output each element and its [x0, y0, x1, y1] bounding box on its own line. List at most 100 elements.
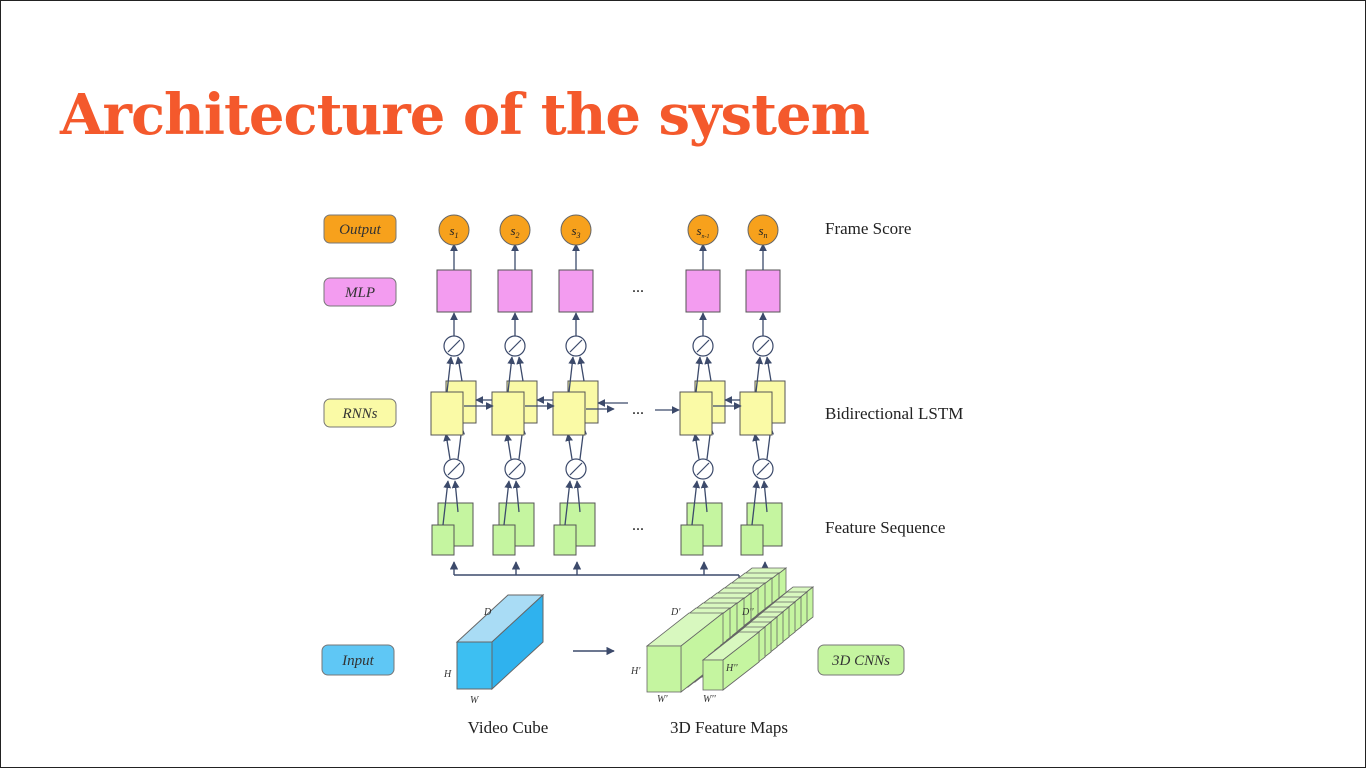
flow-arrow	[455, 356, 464, 382]
mlp-block	[685, 269, 721, 313]
output-score-node	[438, 214, 470, 246]
flow-arrow	[564, 480, 574, 526]
lstm-cell-front	[552, 391, 586, 436]
output-score-node	[560, 214, 592, 246]
feature-block-front	[740, 524, 764, 556]
flow-arrow	[507, 356, 516, 393]
frame-columns: s1 s2 s3 sn-1 sn	[430, 214, 786, 556]
slide-title: Architecture of the system	[60, 82, 870, 148]
feature-block-front	[431, 524, 455, 556]
output-score-node	[747, 214, 779, 246]
lstm-cell-front	[679, 391, 713, 436]
flow-arrow	[691, 480, 701, 526]
activation-slash	[447, 339, 461, 353]
flow-arrow	[695, 356, 704, 393]
ellipsis-mlp: ...	[632, 279, 644, 296]
lstm-cell-front	[739, 391, 773, 436]
legend-rnns: RNNs	[323, 398, 397, 428]
maps-h1-label: H'	[630, 666, 641, 677]
flow-arrow	[573, 480, 582, 513]
flow-arrow	[443, 433, 451, 460]
legend-mlp: MLP	[323, 277, 397, 307]
output-score-label: sn-1	[696, 223, 709, 240]
flow-arrow	[442, 480, 452, 526]
feature-bus	[449, 561, 770, 590]
feature-maps-caption: 3D Feature Maps	[670, 718, 788, 737]
feature-block-front	[553, 524, 577, 556]
activation-slash	[696, 339, 710, 353]
output-score-node	[687, 214, 719, 246]
legend-output-label: Output	[339, 222, 382, 238]
frame-column: sn-1	[679, 214, 726, 556]
output-score-label: s3	[571, 223, 580, 240]
frame-column: s2	[491, 214, 538, 556]
activation-slash	[569, 462, 583, 476]
feature-slice	[702, 659, 724, 691]
feature-block-front	[680, 524, 704, 556]
frame-score-label: Frame Score	[825, 219, 911, 238]
maps-w2-label: W''	[703, 694, 716, 705]
flow-arrow	[451, 480, 460, 513]
flow-arrow	[565, 433, 573, 460]
cube-w-label: W	[470, 695, 480, 706]
activation-slash	[508, 339, 522, 353]
lstm-cell-front	[430, 391, 464, 436]
maps-w1-label: W'	[657, 694, 668, 705]
flow-arrow	[503, 480, 513, 526]
mlp-block	[745, 269, 781, 313]
output-score-node	[499, 214, 531, 246]
flow-arrow	[755, 356, 764, 393]
maps-d1-label: D'	[670, 607, 681, 618]
output-score-label: s1	[449, 223, 458, 240]
flow-arrow	[764, 356, 773, 382]
frame-column: sn	[739, 214, 786, 556]
activation-slash	[696, 462, 710, 476]
flow-arrow	[700, 480, 709, 513]
flow-arrow	[577, 356, 586, 382]
flow-arrow	[446, 356, 455, 393]
cube-d-label: D	[483, 607, 492, 618]
video-cube-caption: Video Cube	[468, 718, 549, 737]
maps-h2-label: H''	[725, 663, 738, 674]
legend-input: Input	[321, 644, 395, 676]
feature-sequence-label: Feature Sequence	[825, 518, 945, 537]
legend-output: Output	[323, 214, 397, 244]
feature-slice	[646, 645, 682, 693]
legend-3dcnns: 3D CNNs	[817, 644, 905, 676]
video-cube: D H W	[443, 593, 545, 706]
flow-arrow	[751, 480, 761, 526]
activation-slash	[756, 339, 770, 353]
lstm-cell-front	[491, 391, 525, 436]
ellipsis-lstm: ...	[632, 401, 644, 418]
flow-arrow	[692, 433, 700, 460]
feature-maps	[645, 567, 815, 693]
flow-arrow	[512, 480, 521, 513]
ellipsis-features: ...	[632, 517, 644, 534]
flow-arrow	[704, 356, 713, 382]
feature-block-front	[492, 524, 516, 556]
legend-3dcnns-label: 3D CNNs	[831, 653, 890, 669]
activation-slash	[756, 462, 770, 476]
maps-d2-label: D''	[741, 607, 754, 618]
mlp-block	[558, 269, 594, 313]
legend-rnns-label: RNNs	[341, 406, 377, 422]
output-score-label: sn	[758, 223, 767, 240]
activation-slash	[508, 462, 522, 476]
flow-arrow	[752, 433, 760, 460]
flow-arrow	[568, 356, 577, 393]
activation-slash	[569, 339, 583, 353]
output-score-label: s2	[510, 223, 519, 240]
lstm-recurrent-arrows	[464, 396, 742, 414]
frame-column: s3	[552, 214, 599, 556]
mlp-block	[436, 269, 472, 313]
flow-arrow	[516, 356, 525, 382]
cube-h-label: H	[443, 669, 452, 680]
legend-mlp-label: MLP	[344, 285, 375, 301]
flow-arrow	[504, 433, 512, 460]
bilstm-label: Bidirectional LSTM	[825, 404, 963, 423]
activation-slash	[447, 462, 461, 476]
frame-column: s1	[430, 214, 477, 556]
flow-arrow	[760, 480, 769, 513]
legend-input-label: Input	[341, 653, 374, 669]
